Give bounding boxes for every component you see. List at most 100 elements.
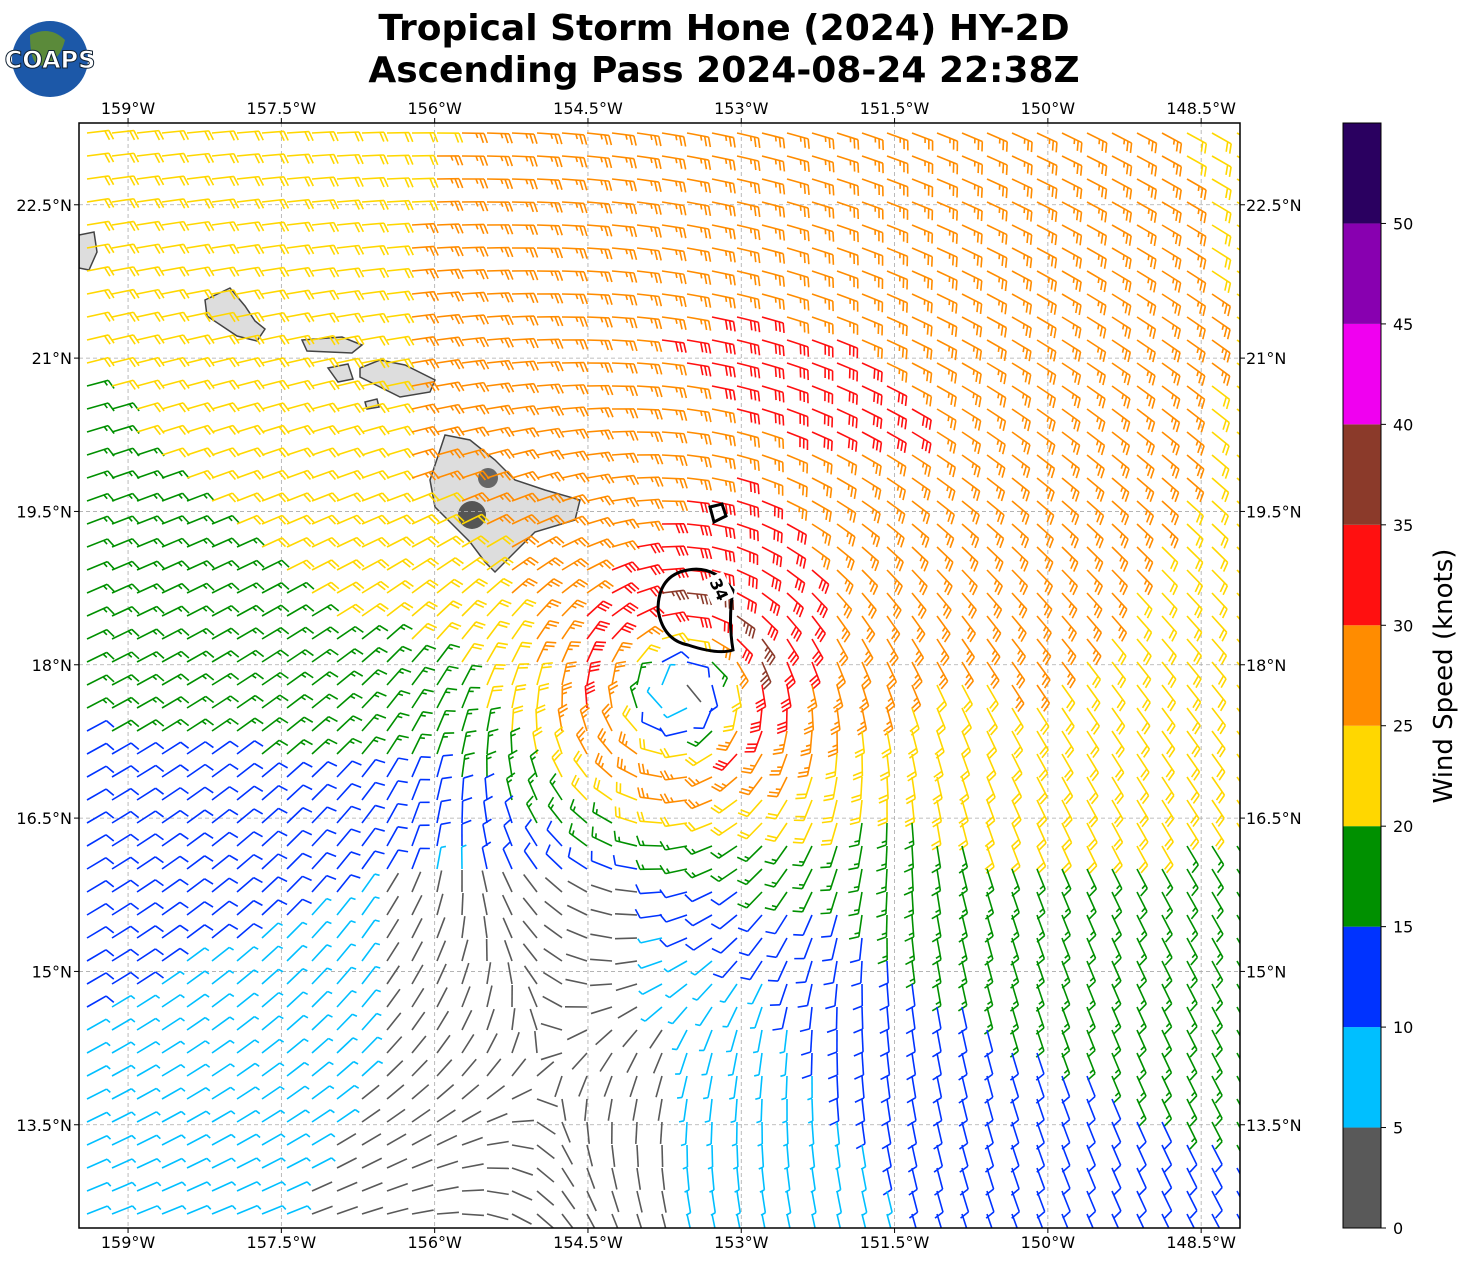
barb-feather <box>1177 142 1178 152</box>
wind-barb <box>662 612 689 622</box>
barb-feather <box>549 621 559 623</box>
barb-feather <box>1121 464 1123 469</box>
barb-feather <box>1228 283 1230 293</box>
wind-barb <box>487 427 514 436</box>
barb-feather <box>853 417 854 427</box>
barb-feather <box>1172 348 1173 353</box>
barb-feather <box>1199 562 1203 571</box>
barb-feather <box>1125 516 1129 525</box>
barb-feather <box>1151 446 1154 456</box>
barb-feather <box>1073 278 1074 283</box>
barb-feather <box>783 185 784 195</box>
wind-barb <box>937 248 957 267</box>
wind-barb <box>1187 294 1205 316</box>
barb-feather <box>626 499 628 503</box>
barb-feather <box>430 224 434 233</box>
barb-feather <box>995 557 997 562</box>
barb-feather <box>501 581 510 586</box>
barb-feather <box>572 624 582 626</box>
barb-feather <box>1222 325 1223 330</box>
barb-feather <box>1074 208 1075 213</box>
barb-feather <box>459 315 464 324</box>
barb-feather <box>808 277 809 287</box>
barb-feather <box>380 292 385 301</box>
barb-feather <box>1098 278 1099 283</box>
wind-barb <box>337 604 364 616</box>
wind-barb <box>212 154 238 163</box>
barb-feather <box>1122 371 1123 376</box>
barb-feather <box>676 273 677 278</box>
barb-feather <box>555 180 558 190</box>
wind-barb <box>812 455 832 474</box>
barb-feather <box>1177 399 1180 409</box>
wind-barb <box>1087 363 1105 385</box>
wind-barb <box>1112 478 1129 502</box>
wind-barb <box>662 271 686 284</box>
barb-feather <box>1121 510 1123 515</box>
wind-barb <box>1162 455 1179 479</box>
barb-feather <box>103 609 107 613</box>
wind-barb <box>1112 593 1127 618</box>
barb-feather <box>1201 142 1202 152</box>
wind-barb <box>137 335 164 344</box>
barb-feather <box>1173 467 1176 476</box>
barb-feather <box>684 590 689 599</box>
wind-barb <box>337 493 364 502</box>
barb-feather <box>555 317 559 326</box>
wind-barb <box>512 316 538 325</box>
barb-feather <box>751 251 752 256</box>
barb-feather <box>1197 394 1198 399</box>
barb-feather <box>576 408 578 413</box>
wind-barb <box>262 313 289 322</box>
wind-barb <box>487 133 512 143</box>
barb-feather <box>1104 305 1106 315</box>
barb-feather <box>1024 231 1025 236</box>
barb-feather <box>1150 280 1152 290</box>
wind-barb <box>937 501 954 524</box>
barb-feather <box>1149 163 1150 168</box>
wind-barb <box>312 538 339 547</box>
wind-barb <box>912 478 930 500</box>
barb-feather <box>609 204 612 214</box>
wind-barb <box>187 199 214 208</box>
barb-feather <box>103 631 107 634</box>
barb-feather <box>455 224 459 233</box>
barb-feather <box>234 199 239 208</box>
barb-feather <box>1094 603 1096 607</box>
barb-feather <box>972 463 973 468</box>
barb-feather <box>730 413 732 423</box>
barb-feather <box>948 512 951 522</box>
barb-feather <box>1124 186 1125 191</box>
barb-feather <box>204 495 207 499</box>
barb-feather <box>705 320 707 330</box>
barb-feather <box>729 575 730 585</box>
barb-feather <box>430 178 434 187</box>
wind-barb <box>337 155 363 164</box>
barb-feather <box>179 540 182 544</box>
barb-feather <box>232 583 239 590</box>
barb-feather <box>430 269 434 278</box>
barb-feather <box>551 474 554 478</box>
wind-barb <box>637 294 661 306</box>
wind-barb <box>912 133 933 151</box>
wind-barb <box>262 335 289 344</box>
barb-feather <box>680 388 682 398</box>
wind-barb <box>262 177 288 186</box>
barb-feather <box>480 293 484 302</box>
barb-feather <box>1098 348 1099 353</box>
barb-staff <box>1237 616 1252 632</box>
barb-feather <box>1002 302 1003 312</box>
wind-barb <box>137 629 164 639</box>
wind-barb <box>412 314 439 323</box>
barb-feather <box>709 481 711 491</box>
wind-barb <box>912 593 926 619</box>
barb-feather <box>1074 562 1078 571</box>
wind-barb <box>162 493 189 501</box>
barb-feather <box>1031 188 1032 198</box>
wind-barb <box>487 156 512 166</box>
barb-feather <box>780 557 781 567</box>
wind-barb <box>662 386 686 398</box>
barb-feather <box>783 138 784 148</box>
wind-barb <box>1137 133 1156 153</box>
